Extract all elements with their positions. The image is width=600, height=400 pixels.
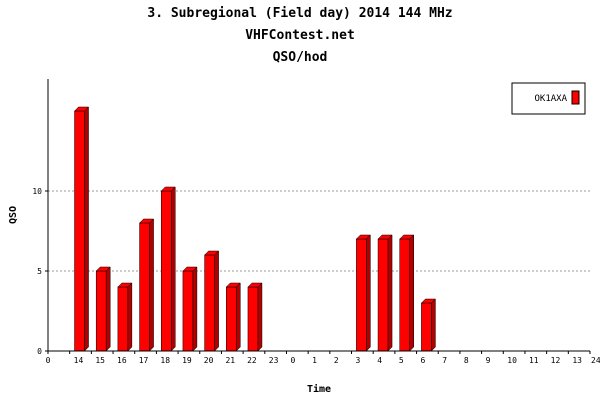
x-tick-label: 19 (182, 356, 192, 365)
bar (247, 282, 263, 352)
grid (48, 190, 590, 272)
x-tick-label: 3 (356, 356, 361, 365)
bar (203, 250, 220, 352)
bar (73, 106, 90, 352)
x-axis-label: Time (307, 383, 331, 395)
y-tick-label: 5 (37, 267, 42, 276)
bar (138, 218, 155, 352)
bar (182, 266, 198, 352)
x-tick-label: 0 (46, 356, 51, 365)
x-tick-label: 15 (95, 356, 105, 365)
x-ticks: 0 14 15 16 17 18 19 20 21 22 23 0 1 2 3 4 5 6 7 8 9 10 11 12 13 2… (46, 351, 600, 365)
x-tick-label: 7 (442, 356, 447, 365)
x-tick-label: 10 (507, 356, 517, 365)
bar (377, 234, 393, 352)
x-tick-label: 22 (247, 356, 257, 365)
x-tick-label: 1 (312, 356, 317, 365)
x-tick-label: 23 (269, 356, 279, 365)
x-tick-label: 5 (399, 356, 404, 365)
bar (420, 298, 437, 352)
bars (73, 106, 437, 352)
x-tick-label: 13 (572, 356, 582, 365)
x-tick-label: 16 (117, 356, 127, 365)
bar (160, 186, 176, 352)
bar (117, 282, 133, 352)
legend-swatch (571, 90, 580, 105)
x-tick-label: 14 (74, 356, 84, 365)
chart-title: 3. Subregional (Field day) 2014 144 MHz (147, 6, 453, 21)
legend: OK1AXA (511, 82, 586, 115)
x-tick-label: 20 (204, 356, 214, 365)
x-tick-label: 9 (486, 356, 491, 365)
bar (399, 234, 415, 352)
x-tick-label: 12 (551, 356, 561, 365)
axes (47, 79, 590, 352)
x-tick-label: 11 (529, 356, 539, 365)
x-tick-label: 17 (139, 356, 149, 365)
chart-subtitle: VHFContest.net (245, 28, 355, 43)
legend-label: OK1AXA (534, 94, 567, 104)
x-tick-label: 24 (591, 356, 600, 365)
x-tick-label: 6 (421, 356, 426, 365)
x-tick-label: 4 (377, 356, 382, 365)
x-tick-label: 18 (160, 356, 170, 365)
bar (95, 266, 111, 352)
x-tick-label: 2 (334, 356, 339, 365)
x-tick-label: 0 (290, 356, 295, 365)
y-axis-label: QSO (8, 206, 19, 224)
bar (355, 234, 371, 352)
chart-subtitle-unit: QSO/hod (272, 50, 328, 65)
bar (225, 282, 241, 352)
x-tick-label: 21 (225, 356, 235, 365)
x-tick-label: 8 (464, 356, 469, 365)
y-ticks: 0 5 10 (32, 187, 48, 356)
y-tick-label: 0 (37, 347, 42, 356)
y-tick-label: 10 (32, 187, 42, 196)
